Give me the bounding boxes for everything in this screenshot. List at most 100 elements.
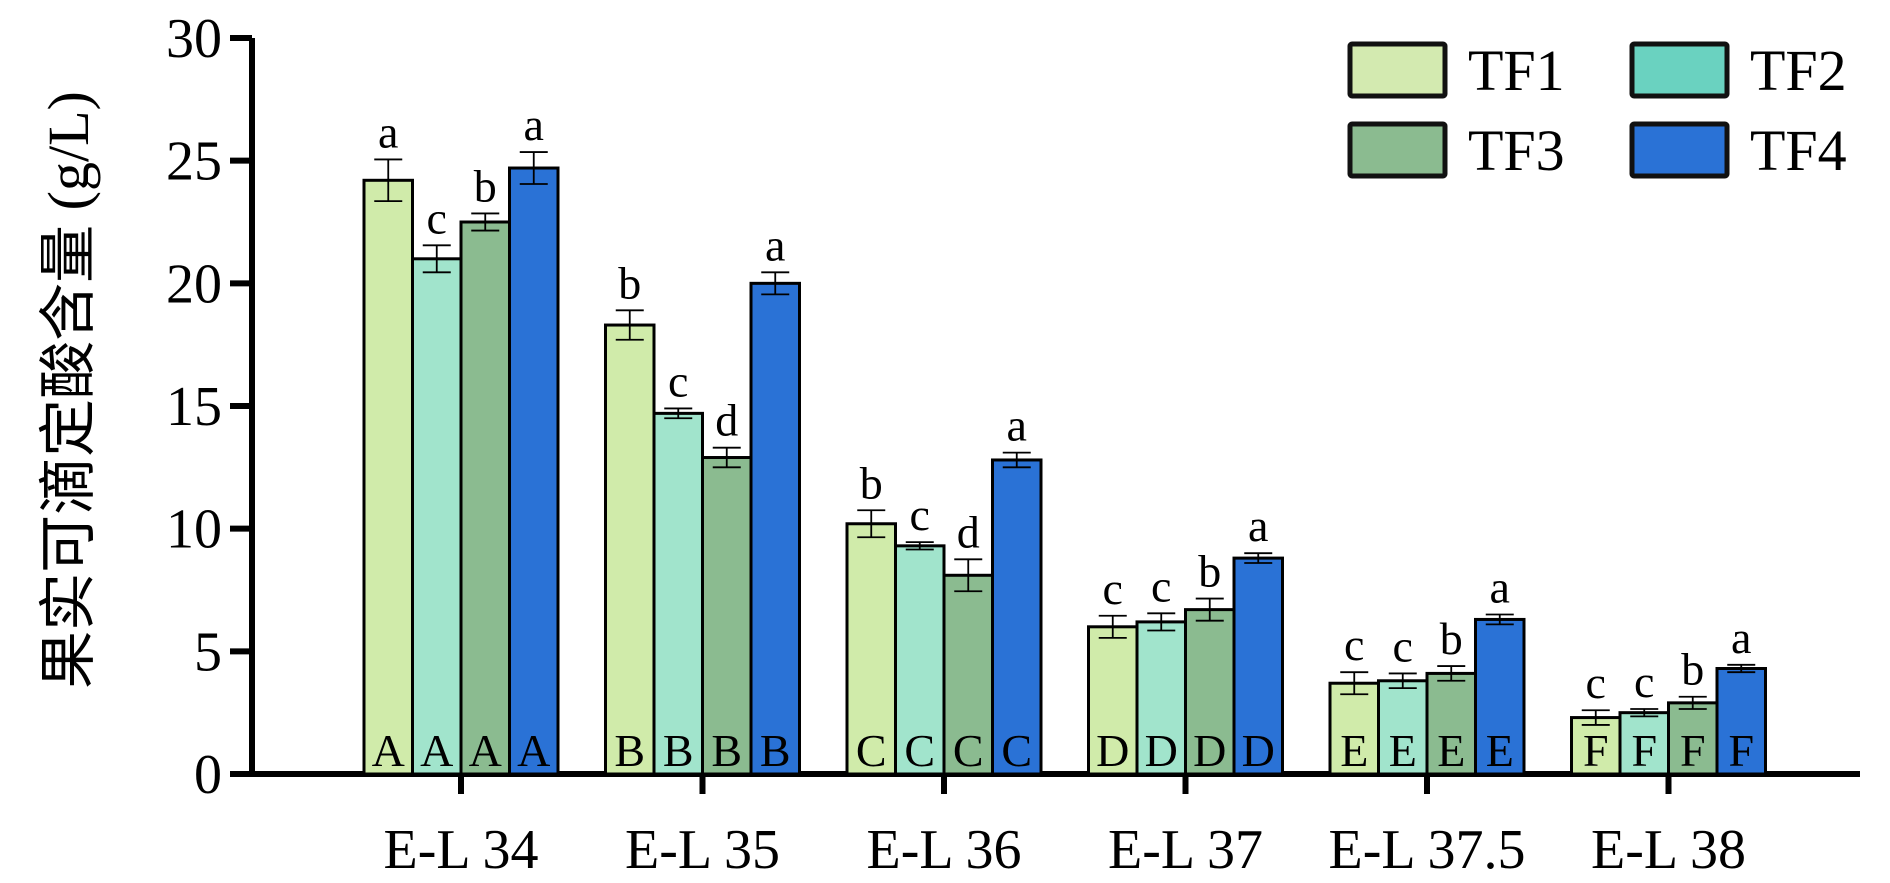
significance-letter: b [1198,546,1221,597]
bar-tf1 [1570,716,1622,776]
legend-item-tf4: TF4 [1629,118,1847,183]
bar-tf2 [411,257,463,776]
y-axis-title-group: 果实可滴定酸含量 (g/L) [36,91,101,689]
group-letter: E [1486,725,1514,776]
group-letter: E [1389,725,1417,776]
error-bar [1002,451,1031,469]
y-tick-label: 0 [194,744,222,806]
legend-swatch [1629,41,1730,99]
error-bar [374,158,403,203]
error-bar [1630,708,1659,718]
legend-label: TF4 [1750,118,1847,183]
legend-item-tf3: TF3 [1347,118,1565,183]
error-bar [422,244,451,274]
legend-swatch [1629,121,1730,179]
significance-letter: d [715,395,738,446]
error-bar [1485,613,1514,626]
significance-letter: a [524,99,544,150]
bar-tf4 [991,458,1043,776]
group-letter: D [1096,725,1129,776]
error-bar [519,151,548,185]
error-bar [712,446,741,469]
y-tick-label: 5 [194,621,222,683]
significance-letter: b [860,457,883,508]
x-axis: E-L 34 E-L 35 E-L 36 E-L 37 E-L 37.5 E-L 38 [249,771,1860,881]
group-letter: D [1242,725,1275,776]
significance-letter: c [910,489,930,540]
group-letter: B [760,725,791,776]
y-tick-label: 15 [166,376,222,438]
significance-letter: a [378,106,398,157]
group-letter: A [372,725,405,776]
significance-letter: a [1248,500,1268,551]
y-tick-label: 20 [166,253,222,315]
error-bar [1195,597,1224,622]
group-letter: A [420,725,453,776]
legend-swatch [1347,41,1448,99]
series-tf4: a Aa Ba Ca Da Ea F [508,99,1767,776]
error-bar [857,509,886,539]
significance-letter: a [1490,562,1510,613]
group-letter: E [1437,725,1465,776]
bar-tf3 [1425,671,1477,776]
significance-letter: a [1007,400,1027,451]
error-bar [1388,672,1417,690]
significance-letter: b [474,160,497,211]
group-letter: B [614,725,645,776]
group-letter: A [469,725,502,776]
group-letter: C [904,725,935,776]
bar-tf1 [1328,681,1380,776]
legend-label: TF1 [1468,38,1565,103]
significance-letter: c [1634,656,1654,707]
legend: TF1 TF2 TF3 TF4 [1347,38,1847,183]
significance-letter: c [1393,620,1413,671]
y-axis-title: 果实可滴定酸含量 (g/L) [36,91,101,689]
error-bar [1678,695,1707,710]
bar-tf1 [604,323,656,776]
group-letter: F [1583,725,1609,776]
group-letter: B [711,725,742,776]
error-bar [1340,671,1369,696]
significance-letter: a [1731,612,1751,663]
error-bar [1727,663,1756,674]
significance-letter: c [427,192,447,243]
bars: aAbBbCcDcEcFcAcBcCcDcEcFbAdBdCbDbEbFaAaB… [362,99,1767,776]
group-letter: F [1728,725,1754,776]
x-tick-label: E-L 38 [1591,819,1746,881]
error-bar [761,271,790,296]
error-bar [664,407,693,420]
legend-item-tf2: TF2 [1629,38,1847,103]
error-bar [1147,612,1176,632]
legend-swatch [1347,121,1448,179]
bar-tf1 [362,178,414,776]
bar-tf3 [1667,701,1719,776]
x-tick-label: E-L 36 [867,819,1022,881]
group-letter: C [953,725,984,776]
significance-letter: c [1344,619,1364,670]
x-tick-label: E-L 37 [1108,819,1263,881]
error-bar [1581,709,1610,726]
group-letter: C [856,725,887,776]
error-bar [1098,614,1127,639]
y-tick-label: 10 [166,499,222,561]
significance-letter: b [1681,644,1704,695]
bar-tf4 [749,281,801,776]
error-bar [615,309,644,341]
bar-tf4 [1474,617,1526,776]
group-letter: F [1631,725,1657,776]
bar-tf2 [894,544,946,776]
x-tick-label: E-L 34 [384,819,539,881]
bar-tf1 [1087,625,1139,776]
group-letter: D [1193,725,1226,776]
group-letter: D [1145,725,1178,776]
bar-tf4 [1232,556,1284,776]
bar-tf2 [652,411,704,776]
significance-letter: c [668,355,688,406]
significance-letter: c [1586,657,1606,708]
x-tick-label: E-L 37.5 [1329,819,1526,881]
group-letter: E [1340,725,1368,776]
y-tick-label: 25 [166,131,222,193]
significance-letter: b [618,257,641,308]
